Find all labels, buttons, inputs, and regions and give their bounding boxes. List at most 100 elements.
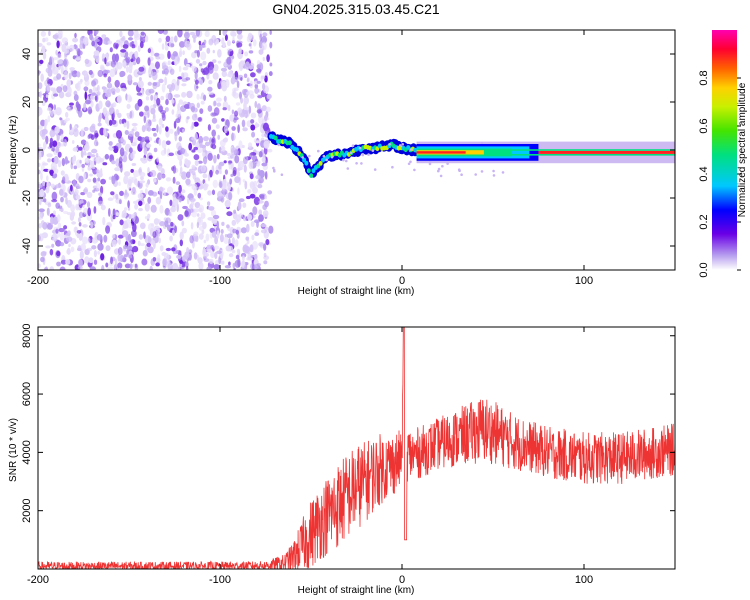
noise-speck [143,147,148,156]
noise-speck [140,137,146,142]
snr-panel: -200 -100 0 100 2000 4000 6000 8000 Height of s… [8,324,676,596]
noise-speck [90,221,94,229]
noise-speck [181,72,185,79]
noise-speck [231,219,237,226]
noise-speck [61,158,66,167]
noise-speck [66,79,71,88]
noise-speck [119,118,122,125]
noise-speck [52,140,58,147]
noise-speck [125,219,132,224]
noise-speck [66,199,72,208]
noise-speck [244,51,249,57]
noise-speck [134,131,140,138]
noise-speck [151,118,157,123]
noise-speck [87,207,91,217]
noise-speck [117,262,123,269]
noise-speck [115,212,120,217]
noise-speck [124,263,131,269]
noise-speck [170,221,174,227]
colorbar-gradient [712,30,737,270]
noise-speck [83,150,87,156]
noise-speck [83,126,89,132]
track-scatter [346,167,350,170]
track-scatter [351,144,355,147]
noise-speck [164,107,169,112]
noise-speck [87,237,91,244]
noise-speck [47,115,51,123]
noise-speck [223,236,229,244]
noise-speck [93,50,100,56]
noise-speck [233,267,236,270]
noise-speck [189,31,196,36]
track-blob-core [287,140,292,146]
noise-speck [78,233,83,241]
noise-speck [250,119,255,124]
noise-speck [45,94,49,98]
noise-speck [96,234,103,241]
noise-speck [233,209,237,214]
noise-speck [133,200,138,204]
track-scatter [460,173,463,176]
noise-speck [115,130,123,139]
noise-speck [255,175,261,180]
noise-speck [170,53,176,60]
noise-speck [83,187,88,195]
noise-speck [95,152,99,158]
noise-speck [207,152,213,161]
noise-speck [207,86,213,92]
noise-speck [159,221,166,227]
noise-speck [206,248,212,253]
noise-speck [155,61,160,69]
noise-speck [193,154,200,161]
noise-speck [172,197,179,206]
noise-speck [79,250,84,260]
noise-speck [133,69,140,78]
noise-speck [114,79,120,88]
y-tick-label: 6000 [21,382,33,406]
noise-speck [195,58,201,64]
noise-speck [156,97,161,106]
noise-speck [200,100,205,105]
snr-plot-area [38,327,675,569]
noise-speck [197,117,202,122]
noise-speck [97,69,104,78]
noise-speck [207,201,211,206]
noise-speck [249,173,254,180]
noise-speck [69,102,74,106]
noise-speck [235,229,239,235]
noise-speck [181,227,187,234]
noise-speck [150,169,157,178]
noise-speck [180,171,187,180]
noise-speck [214,251,218,260]
noise-speck [165,126,169,132]
noise-speck [248,65,255,70]
noise-speck [94,38,100,43]
noise-speck [64,49,68,55]
noise-speck [191,51,197,59]
noise-speck [150,107,156,115]
noise-speck [84,143,90,151]
noise-speck [168,211,172,217]
noise-speck [100,185,104,195]
noise-speck [90,94,95,101]
noise-speck [238,140,243,150]
noise-speck [97,243,104,251]
noise-speck [59,232,65,241]
track-scatter [330,155,334,159]
noise-speck [55,228,59,234]
noise-speck [90,101,94,108]
noise-speck [91,148,98,154]
colorbar: 0.0 0.2 0.4 0.6 0.8 Normalized spectral ampl… [698,30,748,278]
noise-speck [194,82,198,92]
track-scatter [457,168,461,171]
noise-speck [56,214,61,223]
noise-speck [84,80,90,86]
noise-speck [130,168,134,173]
noise-speck [258,209,263,216]
noise-speck [63,119,68,124]
noise-speck [41,128,48,135]
noise-speck [204,141,211,147]
noise-speck [123,254,128,258]
noise-speck [238,48,243,55]
